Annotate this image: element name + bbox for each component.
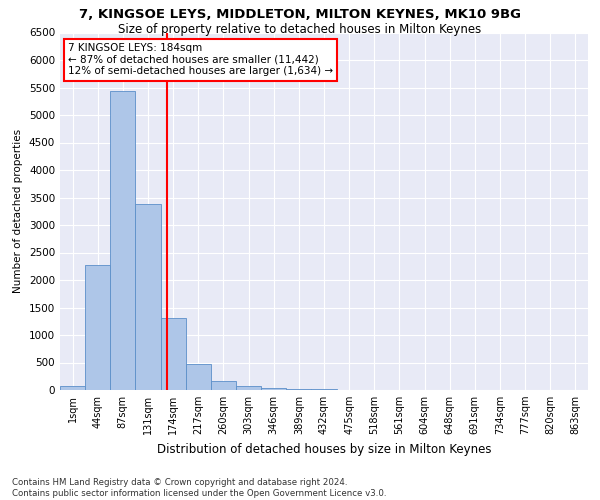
Bar [136, 204, 161, 390]
Bar [236, 386, 261, 390]
X-axis label: Distribution of detached houses by size in Milton Keynes: Distribution of detached houses by size … [157, 442, 491, 456]
Text: 7 KINGSOE LEYS: 184sqm
← 87% of detached houses are smaller (11,442)
12% of semi: 7 KINGSOE LEYS: 184sqm ← 87% of detached… [68, 43, 333, 76]
Text: 7, KINGSOE LEYS, MIDDLETON, MILTON KEYNES, MK10 9BG: 7, KINGSOE LEYS, MIDDLETON, MILTON KEYNE… [79, 8, 521, 20]
Bar [161, 318, 186, 390]
Y-axis label: Number of detached properties: Number of detached properties [13, 129, 23, 294]
Bar [261, 388, 286, 390]
Text: Contains HM Land Registry data © Crown copyright and database right 2024.
Contai: Contains HM Land Registry data © Crown c… [12, 478, 386, 498]
Text: Size of property relative to detached houses in Milton Keynes: Size of property relative to detached ho… [118, 22, 482, 36]
Bar [110, 92, 136, 390]
Bar [60, 386, 85, 390]
Bar [85, 264, 110, 390]
Bar [211, 381, 236, 390]
Bar [186, 364, 211, 390]
Bar [286, 389, 311, 390]
